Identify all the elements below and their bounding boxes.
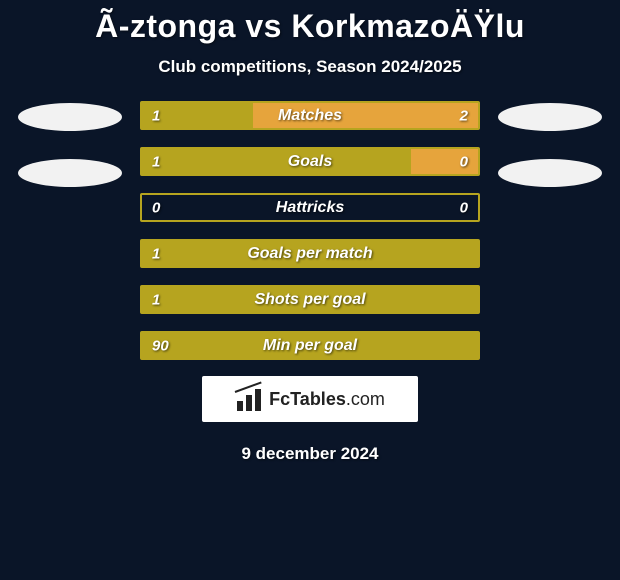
fctables-icon — [235, 387, 265, 411]
subtitle: Club competitions, Season 2024/2025 — [0, 57, 620, 77]
right-value: 0 — [460, 153, 468, 170]
logo-suffix: .com — [346, 389, 385, 409]
left-player-pics — [18, 101, 122, 187]
stat-row: 90 Min per goal — [140, 331, 480, 360]
left-player-photo-2 — [18, 159, 122, 187]
stat-label: Goals — [288, 153, 332, 171]
infographic-date: 9 december 2024 — [0, 444, 620, 464]
left-player-photo-1 — [18, 103, 122, 131]
stat-row: 1 Shots per goal — [140, 285, 480, 314]
right-player-pics — [498, 101, 602, 187]
stat-row: 1 2 Matches — [140, 101, 480, 130]
left-value: 1 — [152, 291, 160, 308]
stat-label: Min per goal — [263, 337, 357, 355]
stat-bars: 1 2 Matches 1 0 Goals 0 0 Hattricks 1 Goals per ma… — [140, 101, 480, 360]
logo-brand: FcTables — [269, 389, 346, 409]
stat-row: 1 Goals per match — [140, 239, 480, 268]
right-value: 0 — [460, 199, 468, 216]
left-value: 90 — [152, 337, 169, 354]
fctables-wordmark: FcTables.com — [269, 389, 385, 410]
stat-label: Goals per match — [247, 245, 372, 263]
left-value: 1 — [152, 107, 160, 124]
left-fill — [142, 149, 411, 174]
right-value: 2 — [460, 107, 468, 124]
fctables-logo-card: FcTables.com — [202, 376, 418, 422]
right-player-photo-2 — [498, 159, 602, 187]
right-player-photo-1 — [498, 103, 602, 131]
left-value: 0 — [152, 199, 160, 216]
stat-label: Hattricks — [276, 199, 344, 217]
stat-label: Shots per goal — [254, 291, 365, 309]
chart-area: 1 2 Matches 1 0 Goals 0 0 Hattricks 1 Goals per ma… — [0, 101, 620, 360]
left-value: 1 — [152, 245, 160, 262]
left-value: 1 — [152, 153, 160, 170]
stat-row: 0 0 Hattricks — [140, 193, 480, 222]
page-title: Ã-ztonga vs KorkmazoÄŸlu — [0, 8, 620, 45]
comparison-infographic: Ã-ztonga vs KorkmazoÄŸlu Club competitio… — [0, 0, 620, 464]
stat-label: Matches — [278, 107, 342, 125]
stat-row: 1 0 Goals — [140, 147, 480, 176]
